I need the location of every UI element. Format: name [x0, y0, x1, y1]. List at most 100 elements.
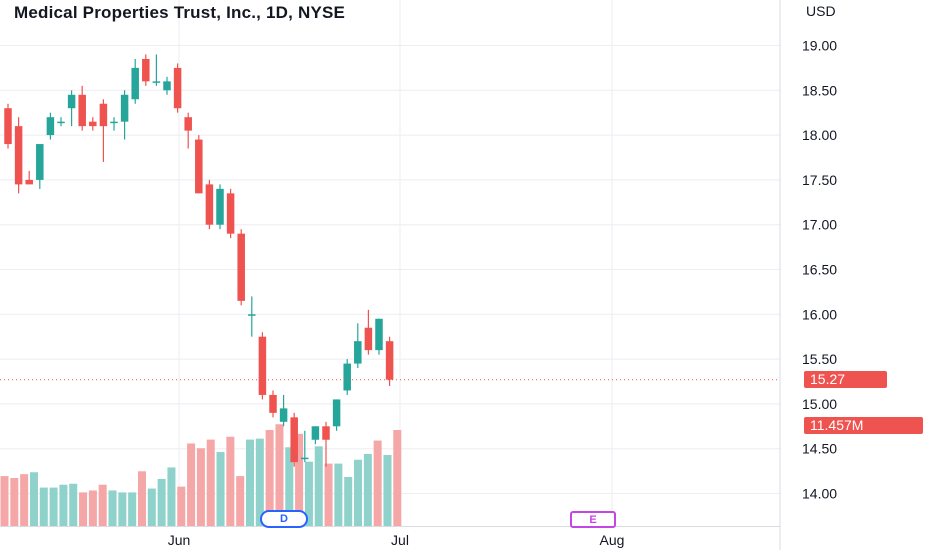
- price-tick-label: 14.00: [802, 486, 837, 502]
- volume-bar[interactable]: [118, 492, 127, 526]
- candle-body[interactable]: [4, 108, 12, 145]
- volume-bar[interactable]: [147, 488, 156, 526]
- volume-bar[interactable]: [383, 454, 392, 526]
- volume-bar[interactable]: [236, 476, 245, 526]
- candle-body[interactable]: [184, 117, 192, 131]
- candle-body[interactable]: [46, 117, 55, 136]
- volume-bar[interactable]: [10, 478, 19, 526]
- price-tick-label: 15.50: [802, 351, 837, 367]
- earnings-marker[interactable]: E: [570, 511, 616, 528]
- volume-bar[interactable]: [20, 474, 29, 526]
- volume-bar[interactable]: [265, 430, 274, 526]
- volume-bar[interactable]: [363, 454, 372, 526]
- candle-body[interactable]: [163, 81, 171, 91]
- volume-bar[interactable]: [216, 452, 225, 526]
- price-tick-label: 17.00: [802, 217, 837, 233]
- candle-body[interactable]: [36, 144, 44, 180]
- candle-body[interactable]: [99, 103, 108, 127]
- volume-bar[interactable]: [196, 448, 205, 526]
- volume-bar[interactable]: [373, 440, 382, 526]
- candle-body[interactable]: [195, 139, 203, 194]
- volume-bar[interactable]: [49, 487, 58, 526]
- candle-body[interactable]: [237, 233, 245, 301]
- candle-body[interactable]: [332, 399, 341, 427]
- volume-bar[interactable]: [0, 476, 9, 526]
- last-price-badge: 15.27: [804, 371, 887, 389]
- volume-bar[interactable]: [29, 472, 38, 526]
- candle-body[interactable]: [354, 341, 362, 364]
- volume-bar[interactable]: [304, 461, 313, 526]
- volume-bar[interactable]: [226, 436, 235, 526]
- volume-bar[interactable]: [177, 486, 186, 526]
- price-tick-label: 17.50: [802, 172, 837, 188]
- volume-bar[interactable]: [255, 438, 264, 526]
- candle-body[interactable]: [25, 179, 33, 185]
- price-tick-label: 18.50: [802, 82, 837, 98]
- volume-bar[interactable]: [275, 424, 284, 526]
- volume-bar[interactable]: [157, 478, 166, 526]
- candle-body[interactable]: [110, 121, 118, 124]
- volume-bar[interactable]: [128, 492, 137, 526]
- candle-body[interactable]: [78, 94, 86, 127]
- candle-body[interactable]: [290, 417, 298, 463]
- candle-body[interactable]: [216, 188, 224, 225]
- candle-body[interactable]: [375, 318, 383, 351]
- candle-body[interactable]: [120, 94, 129, 122]
- volume-bar[interactable]: [88, 490, 97, 526]
- volume-bar[interactable]: [246, 439, 254, 526]
- dividend-marker[interactable]: D: [260, 510, 308, 528]
- price-tick-label: 19.00: [802, 38, 837, 54]
- volume-bar[interactable]: [314, 446, 323, 526]
- volume-bar[interactable]: [39, 487, 48, 526]
- volume-bar[interactable]: [354, 459, 363, 526]
- candle-body[interactable]: [152, 81, 161, 83]
- volume-bar[interactable]: [137, 471, 146, 526]
- volume-bar[interactable]: [69, 483, 78, 526]
- chart-title: Medical Properties Trust, Inc., 1D, NYSE: [14, 3, 346, 22]
- currency-label: USD: [806, 3, 836, 19]
- candle-body[interactable]: [173, 67, 182, 109]
- candle-body[interactable]: [205, 184, 214, 225]
- candle-body[interactable]: [343, 363, 351, 391]
- volume-bar[interactable]: [98, 484, 107, 526]
- volume-bar[interactable]: [324, 463, 333, 526]
- price-tick-label: 16.00: [802, 306, 837, 322]
- volume-bar[interactable]: [285, 447, 294, 526]
- candle-body[interactable]: [248, 314, 256, 316]
- candle-body[interactable]: [142, 58, 150, 82]
- candle-body[interactable]: [57, 121, 65, 124]
- time-tick-label: Jul: [391, 532, 409, 548]
- price-tick-label: 15.00: [802, 396, 837, 412]
- volume-bar[interactable]: [206, 439, 215, 526]
- candle-body[interactable]: [89, 121, 97, 127]
- candle-body[interactable]: [385, 341, 394, 380]
- volume-bar[interactable]: [167, 467, 176, 526]
- price-tick-label: 18.00: [802, 127, 837, 143]
- price-tick-label: 16.50: [802, 262, 837, 278]
- candle-body[interactable]: [364, 327, 373, 351]
- volume-bar[interactable]: [108, 490, 117, 526]
- candle-body[interactable]: [131, 67, 139, 100]
- price-tick-label: 14.50: [802, 441, 837, 457]
- volume-bar[interactable]: [344, 477, 353, 526]
- volume-bar[interactable]: [59, 484, 68, 526]
- candle-body[interactable]: [269, 394, 277, 413]
- candle-body[interactable]: [258, 336, 267, 395]
- candle-body[interactable]: [301, 457, 309, 460]
- volume-bar[interactable]: [79, 492, 88, 526]
- candle-body[interactable]: [67, 94, 76, 109]
- candle-body[interactable]: [14, 126, 23, 185]
- volume-bar[interactable]: [295, 433, 304, 526]
- candle-body[interactable]: [311, 426, 320, 440]
- candle-body[interactable]: [279, 408, 288, 422]
- time-tick-label: Jun: [168, 532, 191, 548]
- time-tick-label: Aug: [600, 532, 625, 548]
- candle-body[interactable]: [322, 426, 330, 440]
- volume-badge: 11.457M: [804, 417, 923, 434]
- candle-body[interactable]: [226, 193, 235, 234]
- volume-bar[interactable]: [393, 430, 402, 526]
- volume-bar[interactable]: [187, 443, 196, 526]
- volume-bar[interactable]: [334, 463, 343, 526]
